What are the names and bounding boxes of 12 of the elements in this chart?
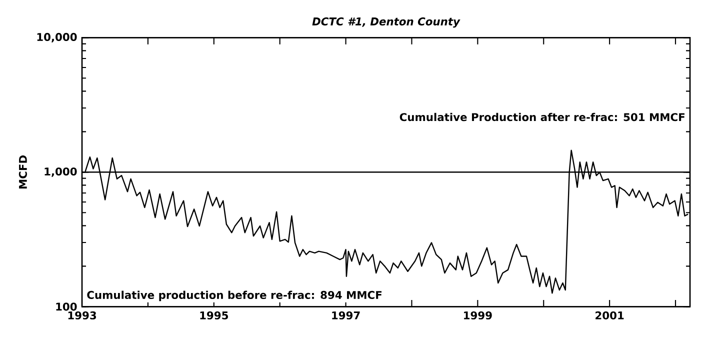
- annotation: Cumulative production before re-frac: 894 MMCF: [87, 290, 382, 302]
- x-tick-label: 1999: [464, 311, 492, 320]
- x-tick-label: 1993: [68, 311, 96, 320]
- y-tick-label: 100: [56, 302, 77, 311]
- chart-title: DCTC #1, Denton County: [312, 17, 460, 28]
- x-tick-label: 1997: [332, 311, 360, 320]
- x-tick-label: 2001: [596, 311, 624, 320]
- y-tick-label: 10,000: [37, 32, 77, 42]
- y-axis-title: MCFD: [18, 155, 27, 188]
- y-tick-label: 1,000: [44, 167, 77, 177]
- x-tick-label: 1995: [200, 311, 228, 320]
- annotation: Cumulative Production after re-frac: 501 MMCF: [400, 112, 684, 122]
